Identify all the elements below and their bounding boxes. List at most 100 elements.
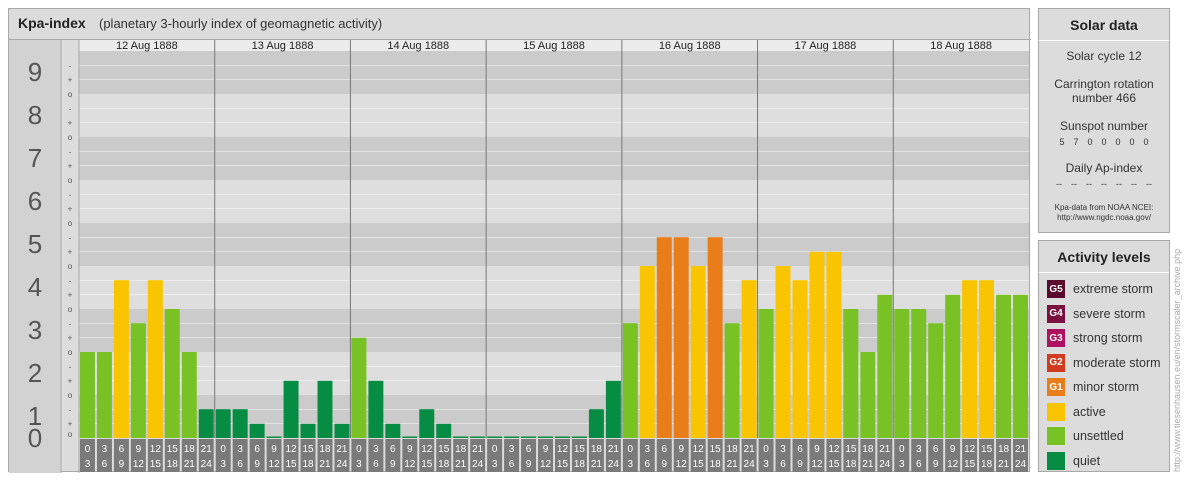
hour-start-label: 15 bbox=[981, 444, 993, 455]
hour-block bbox=[487, 439, 503, 472]
y-tick-label: 5 bbox=[28, 229, 42, 259]
y-band bbox=[79, 223, 1029, 266]
hour-block bbox=[351, 439, 367, 472]
level-swatch bbox=[1047, 402, 1065, 421]
hour-block bbox=[113, 439, 129, 472]
hour-end-label: 15 bbox=[285, 459, 297, 470]
hour-block bbox=[911, 439, 927, 472]
hour-block bbox=[130, 439, 146, 472]
hour-block bbox=[775, 439, 791, 472]
hour-start-label: 9 bbox=[678, 444, 684, 455]
y-subtick-label: - bbox=[69, 61, 72, 70]
y-band bbox=[79, 266, 1029, 309]
hour-block bbox=[673, 439, 689, 472]
hour-block bbox=[504, 439, 520, 472]
ap-value: -- bbox=[1056, 179, 1062, 189]
y-subtick-label: o bbox=[68, 133, 73, 142]
hour-start-label: 15 bbox=[167, 444, 179, 455]
hour-end-label: 3 bbox=[763, 459, 769, 470]
hour-end-label: 9 bbox=[254, 459, 260, 470]
level-label: minor storm bbox=[1073, 380, 1139, 395]
hour-block bbox=[588, 439, 604, 472]
kp-bar bbox=[402, 436, 418, 438]
kp-bar bbox=[639, 266, 655, 438]
hour-start-label: 6 bbox=[797, 444, 803, 455]
level-swatch: G3 bbox=[1047, 329, 1065, 348]
y-subtick-label: o bbox=[68, 430, 73, 439]
kp-bar bbox=[605, 380, 621, 438]
kp-bar bbox=[147, 280, 163, 438]
hour-start-label: 15 bbox=[302, 444, 314, 455]
kp-bar bbox=[877, 294, 893, 438]
hour-end-label: 21 bbox=[727, 459, 739, 470]
activity-level-row: unsettled bbox=[1039, 424, 1169, 449]
y-tick-label: 4 bbox=[28, 272, 42, 302]
hour-block bbox=[605, 439, 621, 472]
hour-block bbox=[809, 439, 825, 472]
kp-bar bbox=[470, 436, 486, 438]
chart-subtitle: (planetary 3-hourly index of geomagnetic… bbox=[99, 16, 383, 31]
hour-end-label: 18 bbox=[981, 459, 993, 470]
kp-bar bbox=[894, 309, 910, 438]
y-subtick-label: o bbox=[68, 90, 73, 99]
hour-start-label: 18 bbox=[319, 444, 331, 455]
level-label: unsettled bbox=[1073, 429, 1124, 444]
hour-end-label: 12 bbox=[947, 459, 959, 470]
ap-value: -- bbox=[1071, 179, 1077, 189]
hour-block bbox=[317, 439, 333, 472]
hour-end-label: 21 bbox=[184, 459, 196, 470]
hour-end-label: 3 bbox=[85, 459, 91, 470]
sunspot-value: 0 bbox=[1101, 137, 1107, 147]
hour-end-label: 3 bbox=[356, 459, 362, 470]
hour-start-label: 21 bbox=[201, 444, 213, 455]
hour-block bbox=[419, 439, 435, 472]
level-swatch: G5 bbox=[1047, 280, 1065, 299]
hour-end-label: 9 bbox=[526, 459, 532, 470]
activity-level-row: G2 moderate storm bbox=[1039, 351, 1169, 376]
hour-block bbox=[453, 439, 469, 472]
y-subtick-label: + bbox=[68, 291, 73, 300]
ncei-credit: Kpa-data from NOAA NCEI: http://www.ngdc… bbox=[1039, 203, 1169, 223]
hour-block bbox=[979, 439, 995, 472]
kp-bar bbox=[741, 280, 757, 438]
kp-bar bbox=[419, 409, 435, 438]
hour-block bbox=[656, 439, 672, 472]
kp-bar bbox=[351, 337, 367, 438]
level-swatch bbox=[1047, 451, 1065, 470]
hour-start-label: 3 bbox=[237, 444, 243, 455]
kp-bar bbox=[317, 380, 333, 438]
hour-start-label: 9 bbox=[407, 444, 413, 455]
y-tick-label: 9 bbox=[28, 57, 42, 87]
hour-block bbox=[334, 439, 350, 472]
level-swatch: G2 bbox=[1047, 353, 1065, 372]
hour-end-label: 18 bbox=[302, 459, 314, 470]
hour-block bbox=[436, 439, 452, 472]
ap-value: -- bbox=[1131, 179, 1137, 189]
y-subtick-label: o bbox=[68, 305, 73, 314]
date-header-strip bbox=[79, 40, 1029, 51]
kp-bar bbox=[198, 409, 214, 438]
hour-start-label: 6 bbox=[254, 444, 260, 455]
hour-start-label: 18 bbox=[862, 444, 874, 455]
activity-level-row: G4 severe storm bbox=[1039, 302, 1169, 327]
hour-start-label: 18 bbox=[184, 444, 196, 455]
hour-end-label: 9 bbox=[119, 459, 125, 470]
hour-end-label: 24 bbox=[608, 459, 620, 470]
y-subtick-label: + bbox=[68, 377, 73, 386]
hour-block bbox=[198, 439, 214, 472]
y-subtick-label: + bbox=[68, 162, 73, 171]
hour-start-label: 18 bbox=[998, 444, 1010, 455]
hour-start-label: 3 bbox=[645, 444, 651, 455]
hour-start-label: 15 bbox=[574, 444, 586, 455]
kp-bar bbox=[487, 436, 503, 438]
day-label: 18 Aug 1888 bbox=[930, 40, 992, 52]
hour-block bbox=[266, 439, 282, 472]
hour-start-label: 0 bbox=[899, 444, 905, 455]
kp-bar bbox=[113, 280, 129, 438]
hour-end-label: 12 bbox=[540, 459, 552, 470]
y-subtick-label: + bbox=[68, 76, 73, 85]
hour-end-label: 15 bbox=[828, 459, 840, 470]
hour-block bbox=[945, 439, 961, 472]
hour-block bbox=[470, 439, 486, 472]
y-subtick-label: + bbox=[68, 119, 73, 128]
